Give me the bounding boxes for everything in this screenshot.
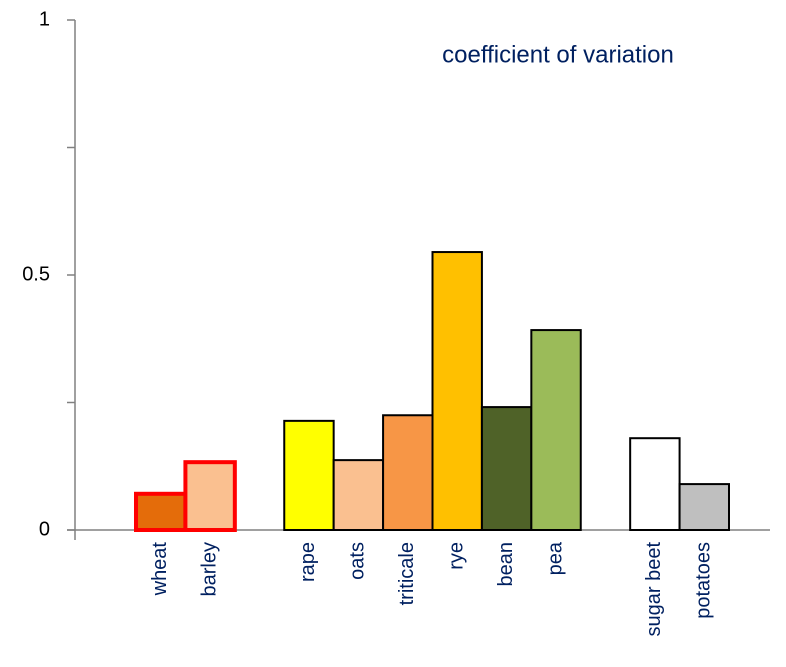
x-tick-label: triticale bbox=[396, 542, 418, 605]
y-tick-label: 1 bbox=[39, 8, 50, 30]
x-tick-label: rape bbox=[297, 542, 319, 582]
bar bbox=[332, 459, 385, 532]
y-tick-label: 0 bbox=[39, 518, 50, 540]
y-tick-label: 0.5 bbox=[22, 263, 50, 285]
x-tick-label: barley bbox=[198, 542, 220, 596]
annotation: coefficient of variation bbox=[442, 41, 674, 68]
bar bbox=[629, 437, 681, 532]
bar bbox=[480, 406, 533, 531]
x-tick-label: wheat bbox=[149, 542, 171, 597]
x-tick-label: rye bbox=[445, 542, 467, 570]
x-tick-label: pea bbox=[544, 541, 566, 575]
x-tick-label: oats bbox=[347, 542, 369, 580]
bar bbox=[678, 483, 730, 532]
bar bbox=[382, 414, 434, 531]
bar bbox=[134, 491, 188, 533]
bar bbox=[283, 419, 335, 531]
bar bbox=[530, 329, 582, 531]
x-tick-label: bean bbox=[495, 542, 517, 587]
bar bbox=[183, 460, 237, 533]
bar bbox=[431, 251, 483, 532]
x-tick-label: potatoes bbox=[693, 542, 715, 619]
x-tick-label: sugar beet bbox=[643, 542, 665, 637]
